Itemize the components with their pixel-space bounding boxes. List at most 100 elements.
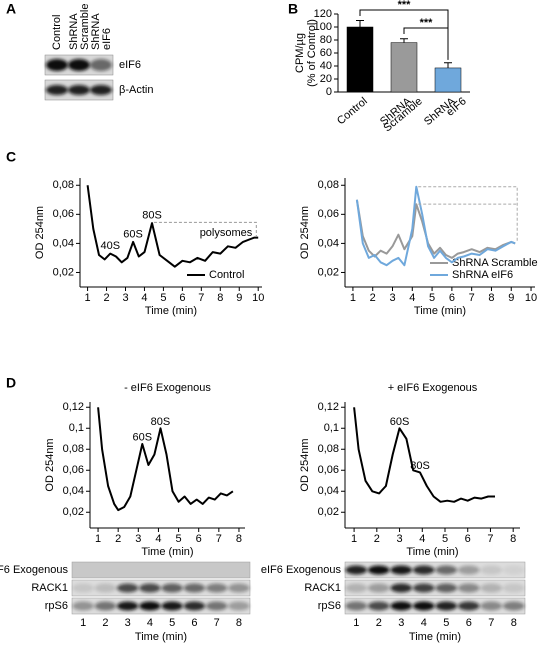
lane-number: 1 — [80, 617, 86, 629]
bar — [346, 26, 374, 93]
blot-band — [72, 601, 94, 611]
x-tick-label: 5 — [160, 292, 166, 304]
blot-band — [205, 601, 228, 611]
y-tick-label: 0,08 — [63, 443, 84, 455]
blot-band — [480, 565, 503, 575]
x-tick-label: 2 — [374, 533, 380, 545]
blot-band — [390, 583, 413, 593]
x-axis-label: Time (min) — [414, 305, 466, 317]
annotation: 80S — [142, 210, 162, 222]
blot-band — [435, 565, 458, 575]
x-tick-label: 3 — [396, 533, 402, 545]
x-tick-label: 4 — [419, 533, 425, 545]
blot-band — [367, 565, 390, 575]
blot-band — [161, 583, 183, 593]
y-tick-label: 0,02 — [53, 266, 74, 278]
x-tick-label: 8 — [217, 292, 223, 304]
x-tick-label: 5 — [442, 533, 448, 545]
y-tick-label: 0,08 — [318, 179, 339, 191]
blot-band — [412, 601, 435, 611]
x-tick-label: 7 — [216, 533, 222, 545]
y-tick-label: 0,02 — [318, 266, 339, 278]
y-tick-label: 0,04 — [318, 485, 339, 497]
y-tick-label: 0,04 — [318, 237, 339, 249]
x-tick-label: 6 — [449, 292, 455, 304]
annotation: 60S — [390, 416, 410, 428]
blot-band — [68, 59, 90, 71]
panel-label: A — [6, 1, 16, 17]
blot-band — [72, 583, 94, 593]
blot-band — [228, 583, 250, 593]
blot-band — [183, 583, 206, 593]
y-tick-label: 60 — [320, 47, 332, 59]
lane-number: 4 — [421, 617, 427, 629]
row-label: eIF6 Exogenous — [0, 564, 68, 576]
error-bar — [356, 20, 364, 27]
y-axis-label: OD 254nm — [44, 438, 56, 491]
blot-band — [345, 583, 368, 593]
lane-number: 7 — [214, 617, 220, 629]
blot-band — [480, 601, 503, 611]
x-tick-label: 5 — [429, 292, 435, 304]
x-tick-label: 1 — [351, 533, 357, 545]
y-tick-label: 80 — [320, 34, 332, 46]
lane-number: 8 — [511, 617, 517, 629]
row-label: RACK1 — [31, 582, 68, 594]
blot-bg — [344, 579, 526, 597]
lane-number: 6 — [466, 617, 472, 629]
x-tick-label: 1 — [350, 292, 356, 304]
x-tick-label: 8 — [488, 292, 494, 304]
legend-label: ShRNA eIF6 — [452, 269, 513, 281]
blot-band — [139, 583, 161, 593]
blot-band — [480, 583, 503, 593]
x-tick-label: 4 — [155, 533, 161, 545]
annotation: 60S — [133, 432, 153, 444]
x-axis-label: Time (min) — [135, 631, 187, 643]
y-tick-label: 0 — [326, 86, 332, 98]
x-tick-label: 2 — [103, 292, 109, 304]
blot-band — [412, 565, 435, 575]
significance-label: *** — [420, 17, 434, 29]
row-label: eIF6 Exogenous — [261, 564, 342, 576]
lane-number: 3 — [125, 617, 131, 629]
annotation: 80S — [410, 460, 430, 472]
y-axis-label: CPM/µg — [294, 33, 306, 73]
line-series — [353, 407, 495, 503]
blot-band — [183, 601, 206, 611]
chart-title: - eIF6 Exogenous — [124, 382, 211, 394]
lane-number: 5 — [169, 617, 175, 629]
lane-number: 3 — [398, 617, 404, 629]
blot-bg — [71, 561, 251, 579]
y-tick-label: 0,04 — [63, 485, 84, 497]
legend-label: ShRNA Scramble — [452, 257, 538, 269]
guide-line — [418, 186, 518, 242]
panel-label: B — [288, 1, 298, 17]
blot-band — [435, 601, 458, 611]
x-axis-label: Time (min) — [406, 546, 458, 558]
blot-band — [46, 85, 68, 95]
annotation: polysomes — [200, 227, 253, 239]
y-tick-label: 100 — [314, 21, 332, 33]
y-tick-label: 120 — [314, 8, 332, 20]
chart-title: + eIF6 Exogenous — [388, 382, 478, 394]
x-tick-label: 4 — [409, 292, 415, 304]
x-tick-label: 3 — [389, 292, 395, 304]
blot-band — [390, 601, 413, 611]
lane-label: ShRNA — [90, 13, 102, 50]
x-tick-label: 8 — [236, 533, 242, 545]
blot-band — [116, 601, 139, 611]
x-tick-label: 8 — [510, 533, 516, 545]
bar — [434, 67, 462, 93]
x-tick-label: 4 — [141, 292, 147, 304]
x-tick-label: 6 — [196, 533, 202, 545]
blot-band — [90, 59, 112, 71]
y-tick-label: 0,06 — [318, 208, 339, 220]
x-tick-label: 9 — [236, 292, 242, 304]
blot-band — [502, 565, 525, 575]
blot-band — [367, 601, 390, 611]
blot-band — [435, 583, 458, 593]
lane-label: Scramble — [79, 4, 91, 50]
blot-bg — [71, 597, 251, 615]
y-tick-label: 40 — [320, 60, 332, 72]
